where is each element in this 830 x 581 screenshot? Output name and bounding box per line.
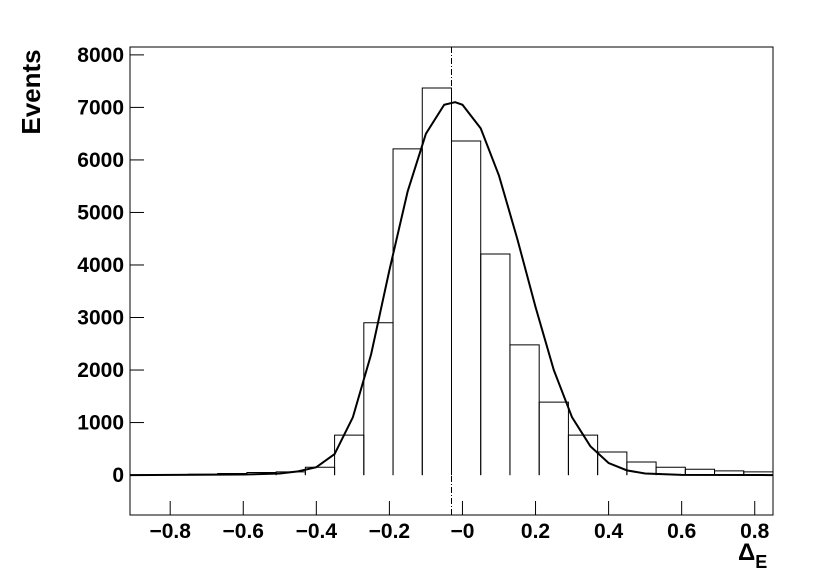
y-tick-label: 2000: [77, 359, 124, 382]
x-tick-label: 0.4: [594, 520, 624, 543]
x-tick-label: −0.6: [223, 520, 264, 543]
x-tick-label: −0.4: [296, 520, 338, 543]
y-tick-label: 5000: [77, 201, 124, 224]
y-tick-label: 1000: [77, 412, 124, 435]
x-axis-subscript: E: [755, 552, 767, 572]
histogram-bin: [421, 87, 452, 476]
histogram-bin: [743, 471, 774, 476]
y-tick-label: 6000: [77, 149, 124, 172]
histogram-bin: [392, 148, 423, 476]
y-axis-label: Events: [16, 49, 46, 134]
histogram-bin: [567, 434, 599, 476]
x-tick-label: 0.2: [521, 520, 550, 543]
histogram-bin: [538, 401, 569, 476]
histogram-bin: [334, 434, 365, 476]
histogram-bin: [509, 344, 540, 476]
y-tick-label: 4000: [77, 254, 124, 277]
x-tick-label: 0.6: [667, 520, 696, 543]
y-tick-label: 8000: [77, 44, 124, 67]
fit-curve: [129, 101, 774, 477]
histogram-bin: [451, 140, 482, 476]
x-tick-label: −0: [450, 520, 474, 543]
y-tick-label: 0: [112, 464, 124, 487]
x-tick-label: 0.8: [740, 520, 770, 543]
x-axis-label: ΔE: [738, 539, 767, 572]
x-tick-label: −0.2: [369, 520, 410, 543]
x-tick-label: −0.8: [149, 520, 191, 543]
y-tick-label: 3000: [77, 307, 124, 330]
x-axis-symbol: Δ: [738, 539, 755, 566]
histogram-bin: [480, 253, 511, 476]
y-tick-label: 7000: [77, 96, 124, 119]
histogram-bin: [363, 322, 394, 476]
